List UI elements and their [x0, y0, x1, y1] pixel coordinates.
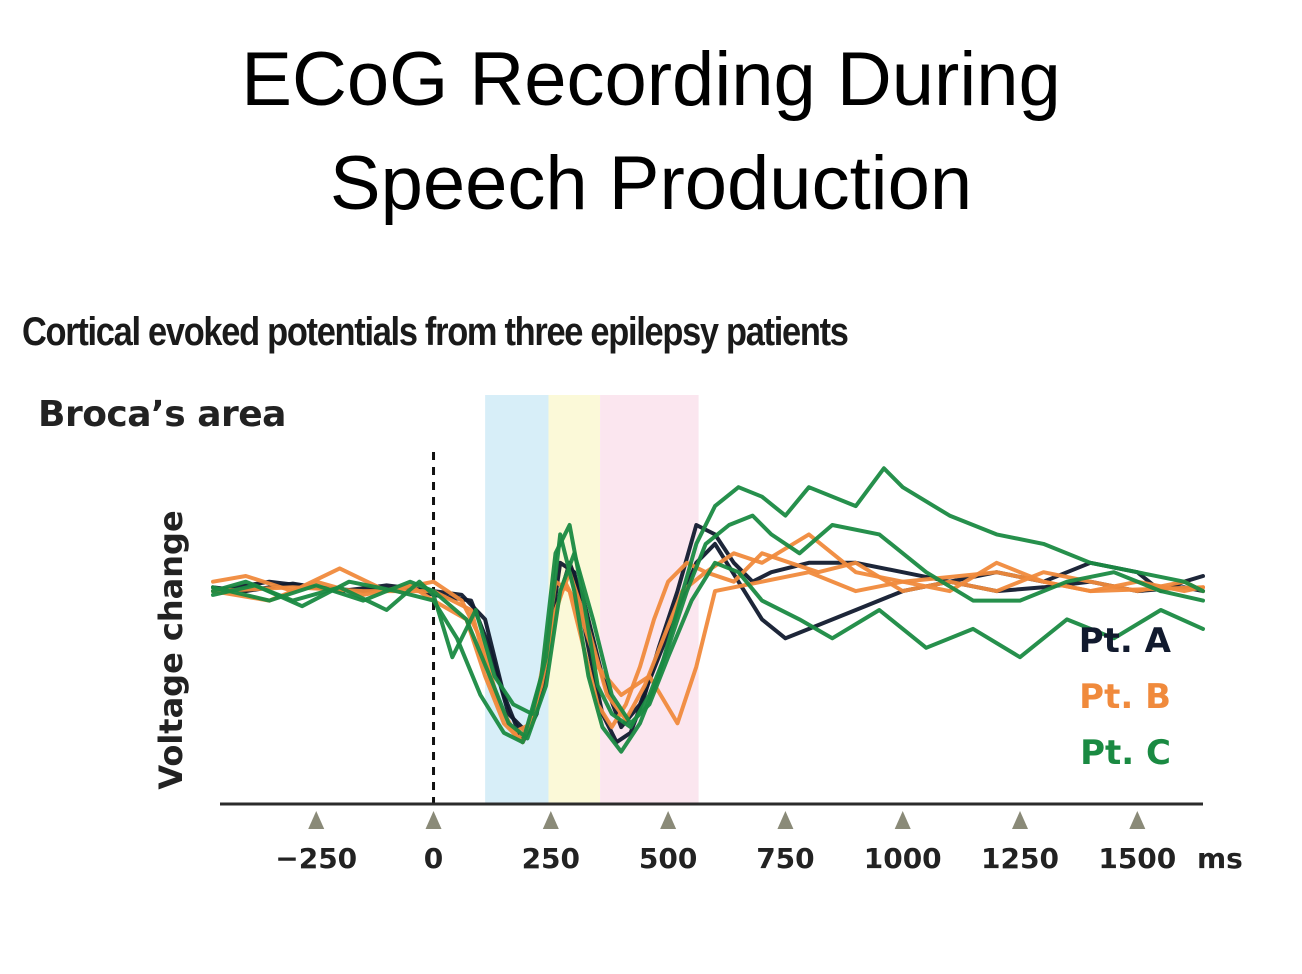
series-line-pt-c-8: [211, 551, 1205, 741]
x-tick-label: 250: [522, 842, 580, 875]
legend-pt-a: Pt. A: [1079, 621, 1172, 661]
slide-title-line-1: ECoG Recording During: [241, 37, 1061, 122]
slide-title: ECoG Recording During Speech Production: [0, 28, 1302, 236]
shaded-windows: [485, 395, 699, 804]
x-tick-label: 500: [639, 842, 697, 875]
series-line-pt-b-4: [211, 551, 1205, 745]
slide-title-line-2: Speech Production: [329, 141, 973, 226]
legend-pt-c: Pt. C: [1080, 733, 1171, 773]
legend: Pt. A Pt. B Pt. C: [1079, 621, 1172, 773]
x-tick-marker: [894, 811, 911, 829]
x-tick-label: 0: [424, 842, 443, 875]
x-tick-label: 1000: [864, 842, 942, 875]
x-tick-marker: [660, 811, 677, 829]
x-tick-marker: [777, 811, 794, 829]
x-tick-label: 1500: [1098, 842, 1176, 875]
series-line-pt-b-3: [211, 532, 1205, 741]
x-axis-unit-label: ms: [1197, 842, 1243, 875]
x-tick-label: 750: [756, 842, 814, 875]
series-line-pt-c-6: [211, 466, 1205, 754]
series-lines: [211, 466, 1205, 754]
x-tick-marker: [1012, 811, 1029, 829]
shaded-window-1: [485, 395, 549, 804]
series-line-pt-a-1: [211, 523, 1205, 745]
region-label: Broca’s area: [38, 394, 286, 435]
x-axis-ticks: −250 0 250 500 750 1000 1250 1500: [275, 811, 1176, 875]
x-tick-label: −250: [275, 842, 357, 875]
x-tick-marker: [425, 811, 442, 829]
legend-pt-b: Pt. B: [1079, 677, 1171, 717]
x-tick-marker: [542, 811, 559, 829]
y-axis-label: Voltage change: [152, 510, 190, 789]
chart-title: Cortical evoked potentials from three ep…: [22, 310, 849, 354]
x-tick-marker: [1129, 811, 1146, 829]
x-tick-marker: [308, 811, 325, 829]
x-tick-label: 1250: [981, 842, 1059, 875]
